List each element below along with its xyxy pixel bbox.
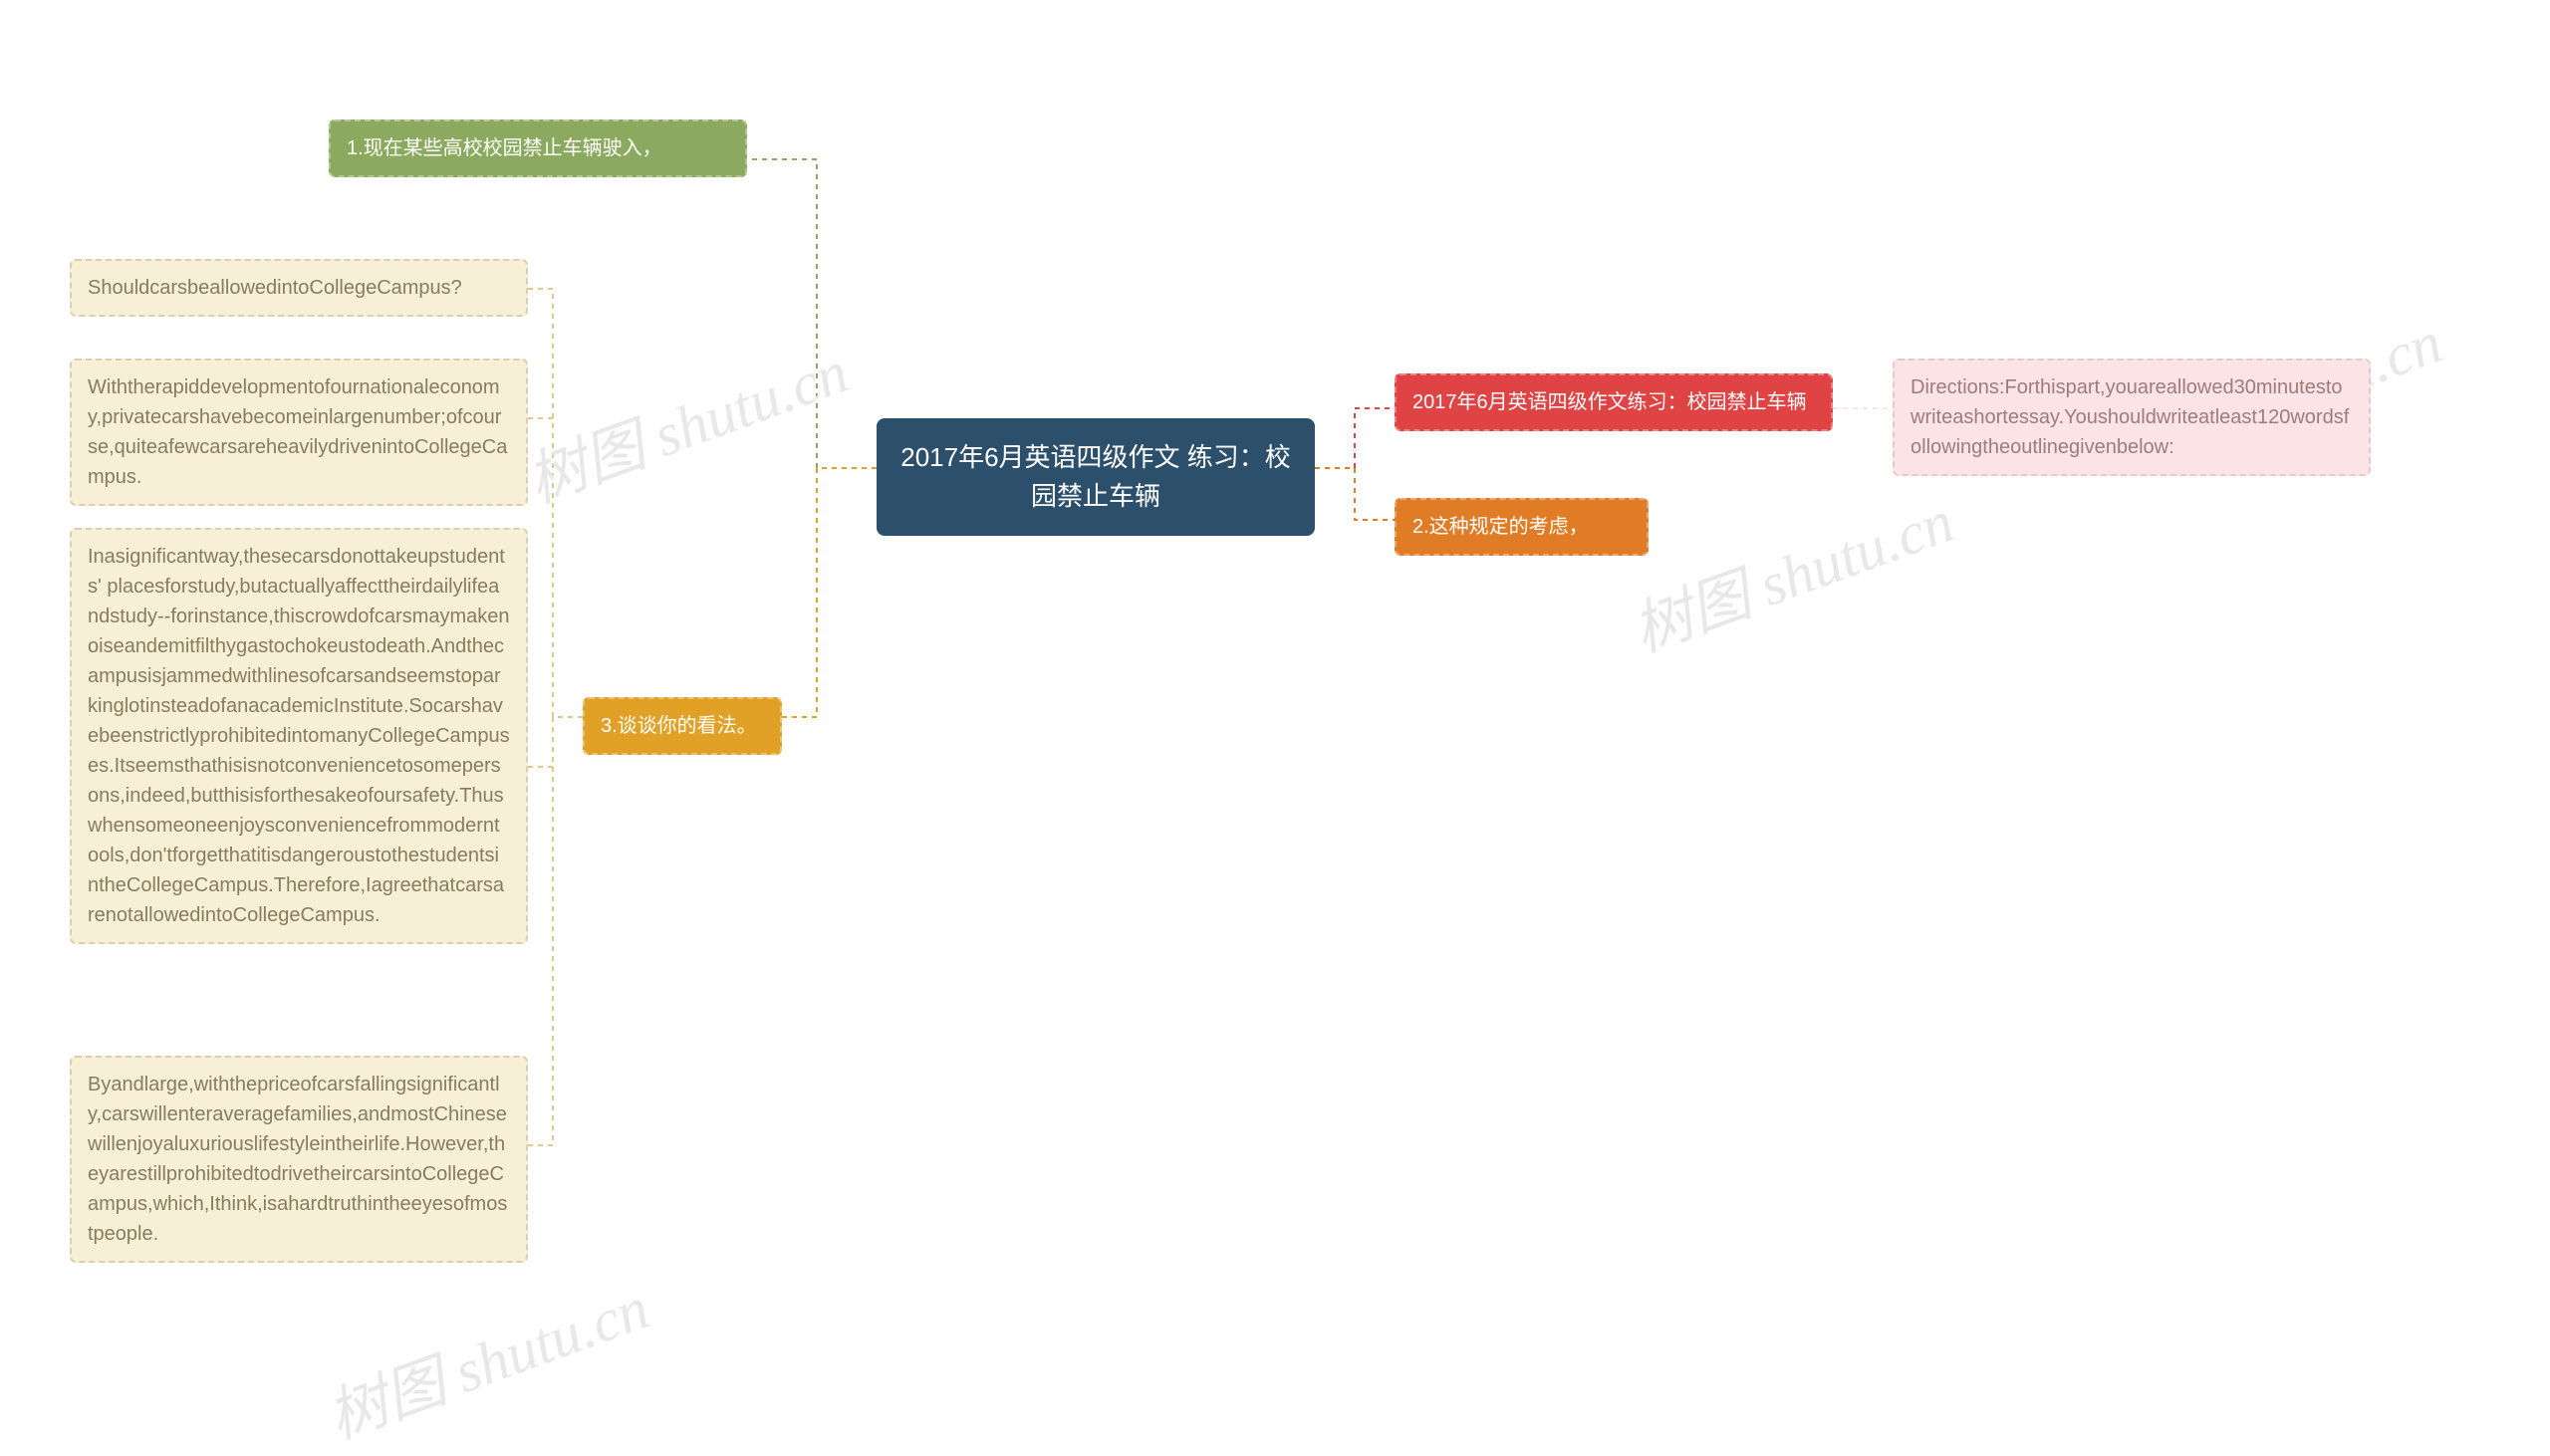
leaf-cream-3[interactable]: Inasignificantway,thesecarsdonottakeupst… — [70, 528, 528, 944]
branch-red[interactable]: 2017年6月英语四级作文练习：校园禁止车辆 — [1395, 373, 1833, 431]
leaf-cream-1[interactable]: ShouldcarsbeallowedintoCollegeCampus? — [70, 259, 528, 317]
branch-green[interactable]: 1.现在某些高校校园禁止车辆驶入， — [329, 120, 747, 177]
leaf-pink[interactable]: Directions:Forthispart,youareallowed30mi… — [1893, 359, 2371, 476]
branch-yellow[interactable]: 3.谈谈你的看法。 — [583, 697, 782, 755]
leaf-cream-4[interactable]: Byandlarge,withthepriceofcarsfallingsign… — [70, 1056, 528, 1263]
leaf-cream-2[interactable]: Withtherapiddevelopmentofournationalecon… — [70, 359, 528, 506]
root-node[interactable]: 2017年6月英语四级作文 练习：校园禁止车辆 — [877, 418, 1315, 536]
watermark: 树图 shutu.cn — [513, 324, 858, 520]
branch-orange[interactable]: 2.这种规定的考虑， — [1395, 498, 1649, 556]
watermark: 树图 shutu.cn — [314, 1260, 658, 1456]
watermark: 树图 shutu.cn — [1619, 473, 1963, 669]
